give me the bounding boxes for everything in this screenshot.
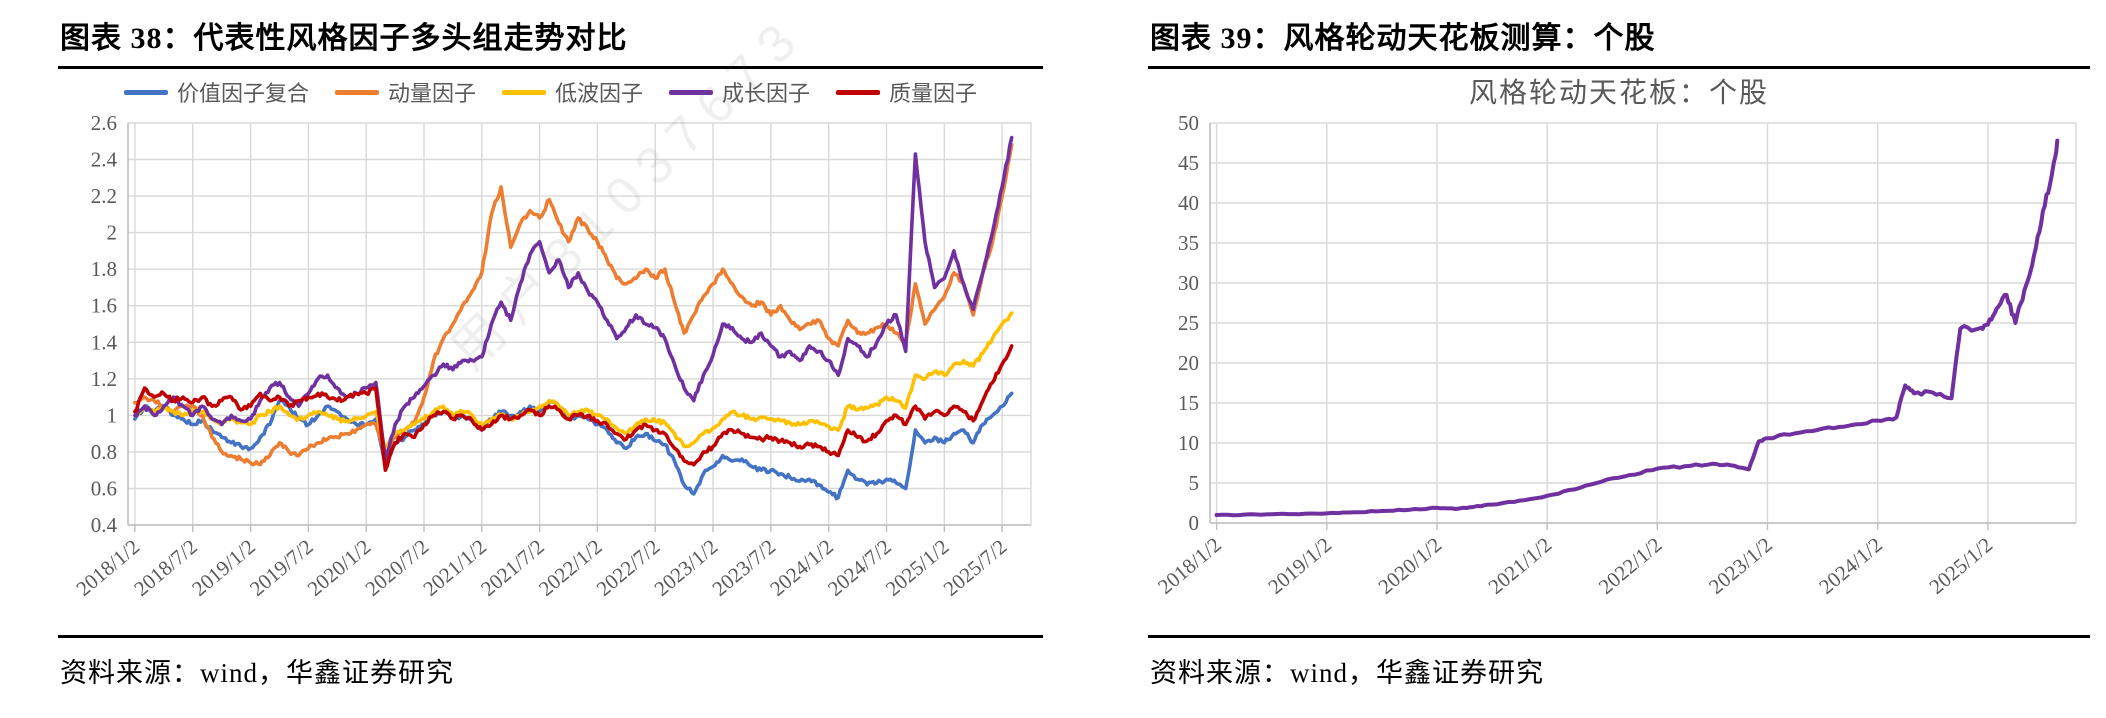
svg-text:0.6: 0.6 (91, 477, 117, 501)
svg-text:1.6: 1.6 (91, 294, 117, 318)
svg-text:2019/7/2: 2019/7/2 (245, 534, 318, 600)
svg-text:0.8: 0.8 (91, 440, 117, 464)
figure-39-title: 图表 39：风格轮动天花板测算：个股 (1148, 0, 2090, 69)
svg-text:5: 5 (1189, 471, 1200, 495)
svg-text:30: 30 (1178, 271, 1199, 295)
legend-line-icon (334, 89, 379, 95)
svg-text:2019/1/2: 2019/1/2 (1263, 532, 1336, 598)
legend-label: 低波因子 (554, 81, 643, 106)
legend-line-icon (501, 89, 546, 95)
svg-text:2018/7/2: 2018/7/2 (129, 534, 202, 600)
figure-38-legend: 价值因子复合 动量因子 低波因子 成长因子 质量因子 (58, 71, 1043, 113)
svg-text:2023/1/2: 2023/1/2 (650, 534, 723, 600)
svg-text:1: 1 (107, 403, 118, 427)
svg-text:2020/7/2: 2020/7/2 (361, 534, 434, 600)
svg-text:2: 2 (107, 221, 118, 245)
svg-text:2020/1/2: 2020/1/2 (303, 534, 376, 600)
legend-item: 低波因子 (501, 76, 643, 108)
svg-text:2025/1/2: 2025/1/2 (1924, 532, 1997, 598)
figure-38-title: 图表 38：代表性风格因子多头组走势对比 (58, 0, 1043, 69)
svg-text:0: 0 (1189, 511, 1200, 535)
figure-39-bottom-rule (1148, 635, 2090, 638)
svg-text:40: 40 (1178, 191, 1199, 215)
legend-line-icon (836, 89, 881, 95)
svg-text:2.2: 2.2 (91, 184, 117, 208)
svg-text:2020/1/2: 2020/1/2 (1374, 532, 1447, 598)
svg-text:1.4: 1.4 (91, 330, 118, 354)
legend-item: 价值因子复合 (123, 76, 309, 108)
legend-label: 成长因子 (722, 81, 811, 106)
svg-text:2025/1/2: 2025/1/2 (881, 534, 954, 600)
svg-text:25: 25 (1178, 311, 1199, 335)
svg-text:2025/7/2: 2025/7/2 (939, 534, 1012, 600)
svg-text:2019/1/2: 2019/1/2 (187, 534, 260, 600)
figure-38: 图表 38：代表性风格因子多头组走势对比 价值因子复合 动量因子 低波因子 成长因子 质… (58, 0, 1043, 718)
factor-trend-chart: 0.4 0.6 0.8 1 1.2 1.4 1.6 1.8 2 2.2 2.4 2.6 2018/1/2… (71, 113, 1032, 601)
legend-label: 动量因子 (387, 81, 476, 106)
svg-text:2021/7/2: 2021/7/2 (476, 534, 549, 600)
svg-text:0.4: 0.4 (91, 513, 118, 537)
svg-text:2021/1/2: 2021/1/2 (418, 534, 491, 600)
svg-text:1.8: 1.8 (91, 257, 117, 281)
svg-text:50: 50 (1178, 113, 1199, 135)
legend-item: 质量因子 (836, 76, 977, 108)
figure-38-bottom-rule (58, 635, 1043, 638)
svg-text:2023/1/2: 2023/1/2 (1704, 532, 1777, 598)
svg-text:2024/1/2: 2024/1/2 (1814, 532, 1887, 598)
svg-text:2024/1/2: 2024/1/2 (765, 534, 838, 600)
svg-text:35: 35 (1178, 231, 1199, 255)
figure-38-source: 资料来源：wind，华鑫证券研究 (60, 658, 454, 688)
svg-text:2023/7/2: 2023/7/2 (707, 534, 780, 600)
svg-text:1.2: 1.2 (91, 367, 117, 391)
figure-39: 图表 39：风格轮动天花板测算：个股 风格轮动天花板：个股 0 5 10 15 20 25… (1148, 0, 2090, 718)
legend-line-icon (669, 89, 713, 95)
legend-item: 成长因子 (669, 76, 810, 108)
svg-text:2018/1/2: 2018/1/2 (71, 534, 144, 600)
svg-text:2022/1/2: 2022/1/2 (1594, 532, 1667, 598)
legend-item: 动量因子 (334, 76, 476, 108)
svg-text:2.4: 2.4 (91, 148, 118, 172)
svg-text:10: 10 (1178, 431, 1199, 455)
legend-line-icon (123, 89, 168, 95)
svg-text:2022/7/2: 2022/7/2 (592, 534, 665, 600)
svg-text:2.6: 2.6 (91, 113, 117, 135)
figure-39-chart-title: 风格轮动天花板：个股 (1468, 78, 1769, 109)
svg-text:2021/1/2: 2021/1/2 (1484, 532, 1557, 598)
svg-text:2018/1/2: 2018/1/2 (1153, 532, 1226, 598)
legend-label: 价值因子复合 (176, 81, 309, 106)
svg-text:45: 45 (1178, 151, 1199, 175)
svg-text:2024/7/2: 2024/7/2 (823, 534, 896, 600)
svg-text:15: 15 (1178, 391, 1199, 415)
figure-39-source: 资料来源：wind，华鑫证券研究 (1150, 658, 1544, 688)
svg-text:2022/1/2: 2022/1/2 (534, 534, 607, 600)
legend-label: 质量因子 (889, 81, 978, 106)
svg-text:20: 20 (1178, 351, 1199, 375)
rotation-ceiling-chart: 0 5 10 15 20 25 30 35 40 45 50 2018/1/2 2019/1/2 2020… (1153, 113, 2077, 599)
